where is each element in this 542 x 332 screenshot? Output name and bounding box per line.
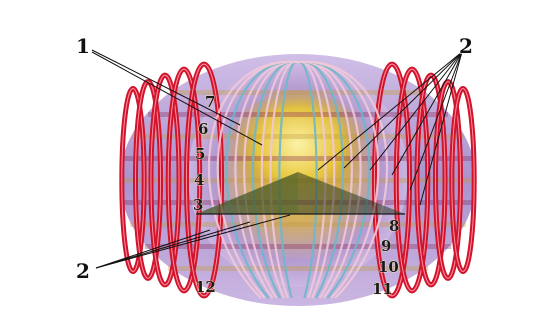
outer-ring-highlight (121, 87, 145, 273)
outer-ring-highlight (185, 63, 223, 297)
inner-loop (216, 60, 299, 299)
band-stripe (123, 156, 473, 161)
outer-ring-highlight (373, 63, 411, 297)
ring-number: 7 (205, 93, 215, 111)
band-stripe (132, 134, 464, 139)
ring-number-labels: 7 6 5 4 3 8 9 10 11 12 (193, 93, 400, 299)
inner-loop (297, 60, 318, 299)
inner-loop (297, 60, 336, 299)
inner-loop (297, 60, 327, 299)
outer-coil-rings (119, 61, 477, 299)
ring-number: 3 (193, 196, 203, 214)
outer-ring-highlight (395, 68, 429, 292)
inner-loop (297, 60, 371, 299)
inner-loop (260, 60, 299, 299)
outer-ring-highlight (451, 87, 475, 273)
leader-line (419, 51, 463, 206)
leader-line (369, 51, 463, 171)
leader-line (95, 214, 291, 269)
band-stripe (130, 222, 466, 227)
central-cone (196, 172, 405, 215)
inner-loop (297, 60, 389, 299)
ring-number: 4 (194, 171, 204, 189)
outer-ring-highlight (150, 74, 180, 286)
inner-loop (297, 60, 353, 299)
inner-loop (251, 60, 299, 299)
inner-loop (225, 60, 299, 299)
inner-loop (243, 60, 299, 299)
callout-label-2-top: 2 (459, 34, 473, 58)
leader-line (391, 51, 463, 176)
band-stripe (167, 266, 429, 271)
ring-number: 12 (195, 278, 216, 296)
inner-loop (297, 60, 362, 299)
inner-loop (297, 60, 345, 299)
leader-line (95, 229, 211, 269)
ring-number: 6 (198, 120, 208, 138)
inner-coil-loops (207, 60, 389, 299)
inner-loop (234, 60, 299, 299)
outer-ring-highlight (167, 68, 201, 292)
inner-loop (297, 60, 380, 299)
band-stripe (148, 112, 448, 117)
ring-number: 9 (381, 237, 391, 255)
ring-number: 8 (389, 217, 399, 235)
ring-number: 10 (378, 258, 399, 276)
leader-lines (91, 49, 463, 269)
outer-ring-highlight (134, 81, 162, 279)
leader-line (91, 51, 263, 146)
callout-label-1: 1 (76, 34, 90, 58)
callout-label-2-bottom: 2 (76, 259, 90, 283)
inner-loop (278, 60, 299, 299)
leader-line (343, 51, 463, 169)
ring-number: 11 (372, 280, 393, 298)
leader-line (91, 49, 241, 126)
leader-line (409, 51, 463, 191)
leader-line (317, 51, 463, 171)
band-stripe (173, 90, 423, 95)
outer-ring-highlight (434, 81, 462, 279)
outer-ring-highlight (416, 74, 446, 286)
inner-loop (207, 60, 299, 299)
leader-line (95, 221, 251, 269)
inner-loop (269, 60, 299, 299)
band-stripe (144, 244, 452, 249)
ring-number: 5 (195, 145, 205, 163)
